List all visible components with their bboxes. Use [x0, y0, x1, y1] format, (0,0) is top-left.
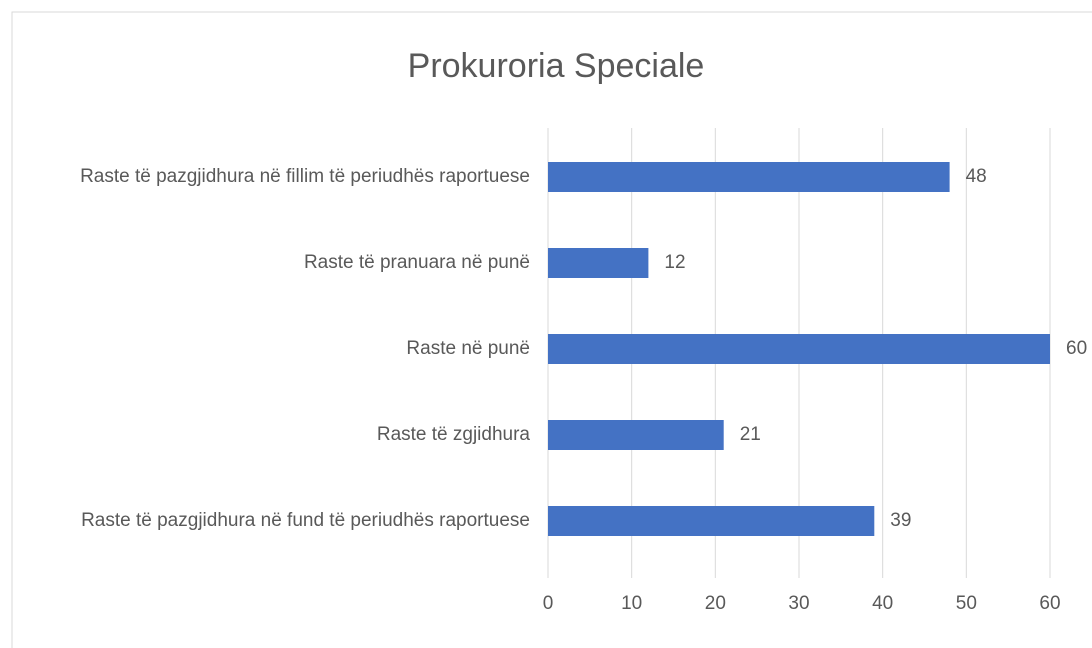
x-tick-label: 30 [788, 593, 809, 614]
category-label-box: Raste të pranuara në punë [10, 233, 530, 293]
y-tick-label: Raste në punë [406, 338, 530, 359]
bar [548, 506, 875, 536]
bar [548, 334, 1050, 364]
y-tick-label: Raste të zgjidhura [376, 424, 530, 445]
data-label: 39 [890, 510, 911, 531]
data-label: 21 [740, 424, 761, 445]
x-tick-label: 40 [872, 593, 893, 614]
data-label: 48 [966, 166, 987, 187]
y-tick-label: Raste të pazgjidhura në fillim të periud… [80, 166, 530, 187]
x-tick-label: 10 [621, 593, 642, 614]
bar [548, 162, 950, 192]
category-label-box: Raste të pazgjidhura në fillim të periud… [10, 147, 530, 207]
x-tick-label: 60 [1039, 593, 1060, 614]
x-tick-label: 0 [543, 593, 554, 614]
chart-title: Prokuroria Speciale [408, 47, 705, 85]
y-tick-label: Raste të pazgjidhura në fund të periudhë… [81, 510, 530, 531]
bar [548, 248, 649, 278]
category-label-box: Raste të zgjidhura [10, 405, 530, 465]
chart-border [11, 11, 1092, 648]
category-label-box: Raste në punë [10, 319, 530, 379]
bar [548, 420, 724, 450]
x-tick-label: 50 [956, 593, 977, 614]
y-tick-label: Raste të pranuara në punë [303, 252, 530, 273]
x-tick-label: 20 [705, 593, 726, 614]
category-label-box: Raste të pazgjidhura në fund të periudhë… [10, 491, 530, 551]
data-label: 60 [1066, 338, 1087, 359]
data-label: 12 [664, 252, 685, 273]
